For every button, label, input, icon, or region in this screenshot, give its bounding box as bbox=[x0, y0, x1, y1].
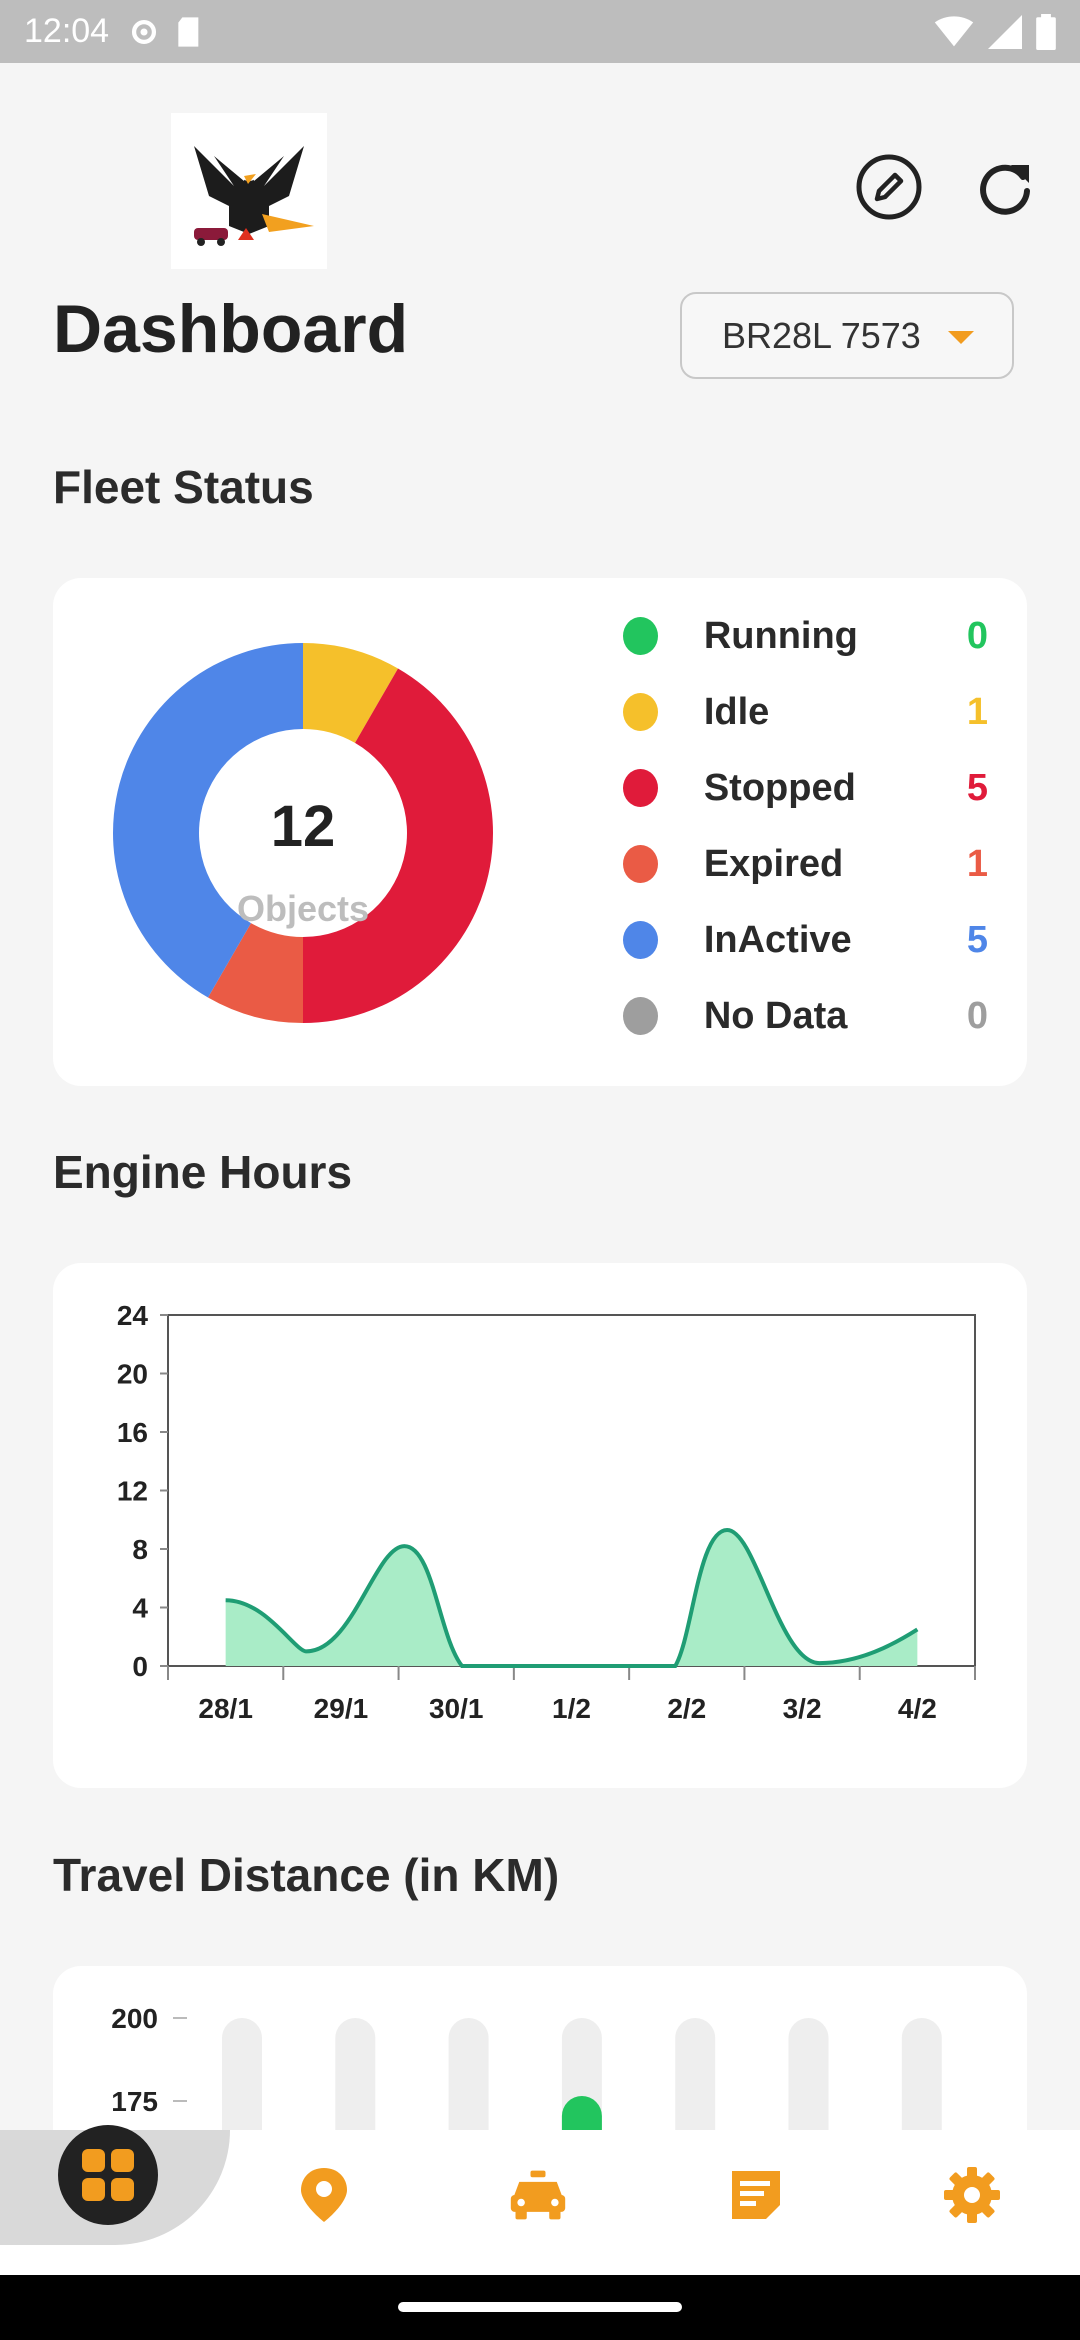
legend-row-stopped[interactable]: Stopped 5 bbox=[568, 750, 988, 826]
x-tick-label: 30/1 bbox=[429, 1693, 484, 1724]
y-tick-label: 20 bbox=[117, 1359, 148, 1390]
donut-total: 12 bbox=[271, 794, 336, 859]
status-bar: 12:04 bbox=[0, 0, 1080, 63]
nav-dashboard-button[interactable] bbox=[58, 2125, 158, 2225]
legend-label: Expired bbox=[703, 842, 844, 885]
company-logo bbox=[171, 113, 327, 269]
vehicle-dropdown[interactable]: BR28L 7573 bbox=[680, 292, 1014, 379]
refresh-button[interactable] bbox=[970, 152, 1040, 222]
donut-total-label: Objects bbox=[237, 888, 369, 929]
edit-button[interactable] bbox=[854, 152, 924, 222]
fleet-status-card: 12 Objects Running 0 Idle 1 Stopped 5 Ex… bbox=[53, 578, 1027, 1086]
legend-label: Idle bbox=[703, 690, 770, 733]
legend-count: 1 bbox=[966, 842, 988, 885]
engine-hours-chart: 0 4 8 12 16 20 24 28/1 29/1 30/1 1/2 2/2 3/2 4/2 bbox=[117, 1300, 976, 1724]
legend-label: Stopped bbox=[703, 766, 856, 809]
donut-slice-idle bbox=[303, 643, 398, 743]
legend-count: 1 bbox=[966, 690, 988, 733]
donut-slice-expired bbox=[208, 923, 303, 1023]
expired-dot bbox=[623, 845, 658, 883]
legend-count: 0 bbox=[966, 994, 988, 1037]
battery-icon bbox=[1036, 13, 1056, 50]
x-tick-label: 4/2 bbox=[898, 1693, 937, 1724]
legend-count: 5 bbox=[966, 918, 988, 961]
y-tick-label: 0 bbox=[132, 1651, 148, 1682]
refresh-icon bbox=[980, 164, 1030, 215]
location-pin-icon bbox=[301, 2168, 347, 2222]
status-time: 12:04 bbox=[24, 12, 110, 50]
donut-slice-stopped bbox=[303, 668, 493, 1023]
no-data-dot bbox=[623, 997, 658, 1035]
y-tick-label: 24 bbox=[117, 1300, 149, 1331]
legend-label: InActive bbox=[703, 918, 852, 961]
settings-status-icon bbox=[132, 19, 157, 44]
wifi-icon bbox=[934, 15, 974, 46]
sd-card-icon bbox=[178, 16, 199, 47]
engine-chart-frame bbox=[167, 1314, 976, 1667]
legend-label: No Data bbox=[703, 994, 848, 1037]
y-tick-label: 175 bbox=[111, 2086, 158, 2117]
y-tick-label: 8 bbox=[132, 1534, 148, 1565]
y-tick-label: 16 bbox=[117, 1417, 148, 1448]
gesture-handle[interactable] bbox=[398, 2302, 682, 2312]
vehicle-dropdown-value: BR28L 7573 bbox=[722, 314, 921, 356]
fleet-status-title: Fleet Status bbox=[53, 461, 314, 513]
signal-icon bbox=[988, 14, 1022, 49]
y-tick-label: 4 bbox=[132, 1593, 148, 1624]
legend-count: 5 bbox=[966, 766, 988, 809]
page-title: Dashboard bbox=[53, 291, 409, 367]
nav-reports-button[interactable] bbox=[726, 2165, 786, 2225]
y-tick-label: 12 bbox=[117, 1476, 148, 1507]
donut-slice-inactive bbox=[112, 643, 304, 998]
legend-row-no-data[interactable]: No Data 0 bbox=[568, 978, 988, 1054]
eagle-logo-icon bbox=[194, 146, 314, 246]
fleet-legend: Running 0 Idle 1 Stopped 5 Expired 1 InA… bbox=[568, 598, 988, 1054]
legend-row-expired[interactable]: Expired 1 bbox=[568, 826, 988, 902]
x-tick-label: 28/1 bbox=[198, 1693, 253, 1724]
nav-settings-button[interactable] bbox=[942, 2165, 1002, 2225]
x-tick-label: 1/2 bbox=[552, 1693, 591, 1724]
legend-count: 0 bbox=[966, 614, 988, 657]
legend-row-idle[interactable]: Idle 1 bbox=[568, 674, 988, 750]
fleet-donut-chart: 12 Objects bbox=[112, 643, 493, 1023]
legend-row-inactive[interactable]: InActive 5 bbox=[568, 902, 988, 978]
stopped-dot bbox=[623, 769, 658, 807]
y-tick-label: 200 bbox=[111, 2003, 158, 2034]
nav-map-button[interactable] bbox=[294, 2165, 354, 2225]
legend-row-running[interactable]: Running 0 bbox=[568, 598, 988, 674]
running-dot bbox=[623, 617, 658, 655]
engine-area-fill bbox=[225, 1529, 918, 1666]
car-icon bbox=[510, 2170, 566, 2220]
dropdown-caret-icon bbox=[948, 331, 974, 344]
engine-hours-card: 0 4 8 12 16 20 24 28/1 29/1 30/1 1/2 2/2 3/2 4/2 bbox=[53, 1263, 1027, 1788]
dashboard-grid-icon bbox=[82, 2149, 134, 2201]
nav-vehicles-button[interactable] bbox=[508, 2165, 568, 2225]
x-tick-label: 2/2 bbox=[667, 1693, 706, 1724]
inactive-dot bbox=[623, 921, 658, 959]
system-navigation-bar bbox=[0, 2275, 1080, 2340]
travel-distance-title: Travel Distance (in KM) bbox=[53, 1849, 560, 1901]
report-note-icon bbox=[732, 2171, 780, 2219]
x-tick-label: 3/2 bbox=[783, 1693, 822, 1724]
legend-label: Running bbox=[703, 614, 858, 657]
engine-hours-line bbox=[225, 1527, 919, 1668]
x-tick-label: 29/1 bbox=[314, 1693, 369, 1724]
settings-gear-icon bbox=[944, 2167, 1000, 2223]
edit-icon bbox=[856, 154, 922, 220]
engine-hours-title: Engine Hours bbox=[53, 1146, 353, 1198]
idle-dot bbox=[623, 693, 658, 731]
